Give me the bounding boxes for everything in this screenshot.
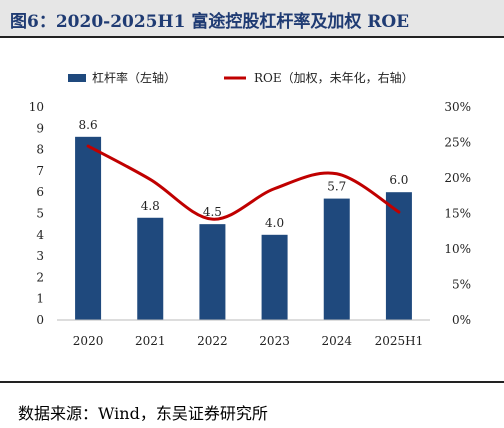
roe-line: [86, 144, 401, 221]
x-tick-label-2023: 2023: [259, 334, 290, 348]
y-right-tick-label: 25%: [444, 136, 471, 150]
y-left-tick-label: 1: [36, 292, 44, 306]
y-right-tick-label: 5%: [452, 278, 471, 292]
bar-label-2022: 4.5: [203, 205, 222, 219]
y-right-tick-label: 0%: [452, 313, 471, 327]
y-left-tick-label: 2: [36, 270, 44, 284]
y-left-tick-label: 3: [36, 249, 44, 263]
y-left-tick-label: 7: [36, 164, 44, 178]
x-tick-label-2025H1: 2025H1: [375, 334, 424, 348]
figure-title: 图6：2020-2025H1 富途控股杠杆率及加权 ROE: [10, 12, 410, 32]
source-note: 数据来源：Wind，东吴证券研究所: [18, 404, 268, 423]
bar-2021: [137, 217, 164, 320]
y-left-tick-label: 8: [36, 143, 44, 157]
footer-divider: [0, 381, 504, 383]
x-tick-label-2020: 2020: [73, 334, 104, 348]
x-tick-label-2021: 2021: [135, 334, 166, 348]
y-left-tick-label: 10: [29, 100, 44, 114]
y-right-tick-label: 20%: [444, 171, 471, 185]
y-right-tick-label: 30%: [444, 100, 471, 114]
bar-label-2021: 4.8: [141, 199, 160, 213]
y-left-tick-label: 5: [36, 207, 44, 221]
bar-label-2024: 5.7: [327, 180, 346, 194]
bar-2023: [261, 234, 288, 320]
y-left-tick-label: 4: [36, 228, 44, 242]
bar-label-2023: 4.0: [265, 216, 284, 230]
bar-2024: [323, 198, 350, 320]
legend-label-leverage: 杠杆率（左轴）: [92, 70, 176, 85]
bar-label-2020: 8.6: [79, 118, 98, 132]
bar-label-2025H1: 6.0: [389, 173, 408, 187]
y-left-tick-label: 9: [36, 121, 44, 135]
x-tick-label-2022: 2022: [197, 334, 228, 348]
bar-2022: [199, 224, 226, 320]
chart: 杠杆率（左轴） ROE（加权，未年化，右轴） 0 1 2 3 4 5 6 7 8 9 10 0% 5% 10%…: [29, 70, 471, 348]
bar-2020: [75, 136, 102, 320]
title-bar: 图6：2020-2025H1 富途控股杠杆率及加权 ROE: [0, 0, 504, 38]
legend-label-roe: ROE（加权，未年化，右轴）: [254, 70, 414, 85]
legend-swatch-leverage: [68, 74, 86, 82]
y-left-tick-label: 0: [36, 313, 44, 327]
x-tick-label-2024: 2024: [321, 334, 352, 348]
y-left-tick-label: 6: [36, 185, 44, 199]
y-right-tick-label: 15%: [444, 207, 471, 221]
y-right-tick-label: 10%: [444, 242, 471, 256]
